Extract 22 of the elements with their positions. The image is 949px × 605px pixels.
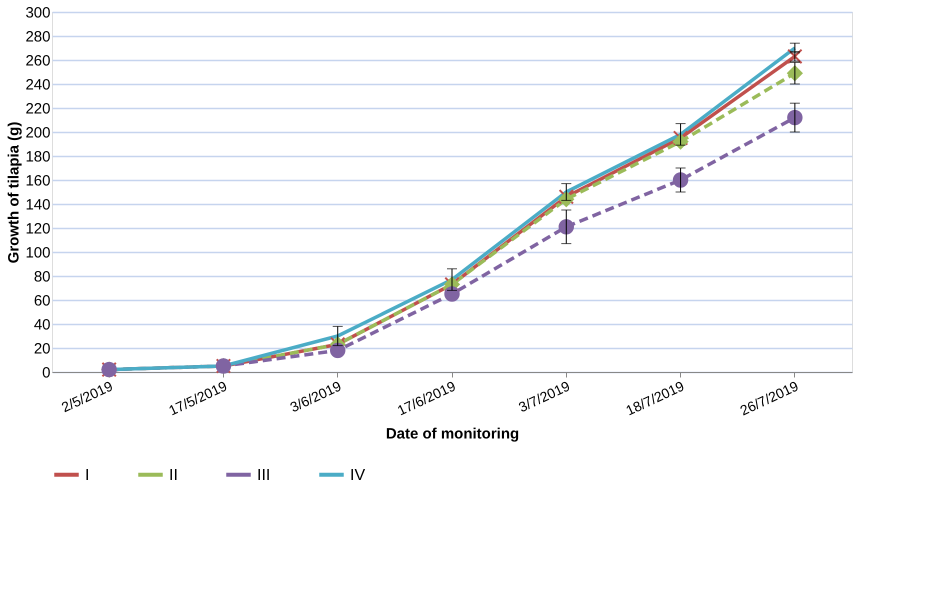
legend-label: II (169, 466, 178, 484)
y-tick-label: 100 (25, 244, 50, 262)
x-axis-title: Date of monitoring (386, 426, 520, 443)
y-tick-label: 120 (25, 220, 50, 238)
legend-label: I (85, 466, 90, 484)
y-tick-label: 260 (25, 52, 50, 70)
y-axis-title: Growth of tilapia (g) (5, 122, 22, 264)
legend-label: IV (350, 466, 366, 484)
y-tick-label: 220 (25, 100, 50, 118)
y-tick-label: 40 (34, 316, 50, 334)
y-tick-label: 280 (25, 28, 50, 46)
y-tick-label: 0 (42, 364, 50, 382)
y-tick-label: 20 (34, 340, 50, 358)
y-tick-label: 300 (25, 4, 50, 22)
y-tick-label: 200 (25, 124, 50, 142)
y-tick-label: 60 (34, 292, 50, 310)
y-tick-label: 140 (25, 196, 50, 214)
legend-label: III (257, 466, 270, 484)
y-tick-label: 80 (34, 268, 50, 286)
y-tick-label: 180 (25, 148, 50, 166)
y-tick-label: 160 (25, 172, 50, 190)
y-tick-label: 240 (25, 76, 50, 94)
